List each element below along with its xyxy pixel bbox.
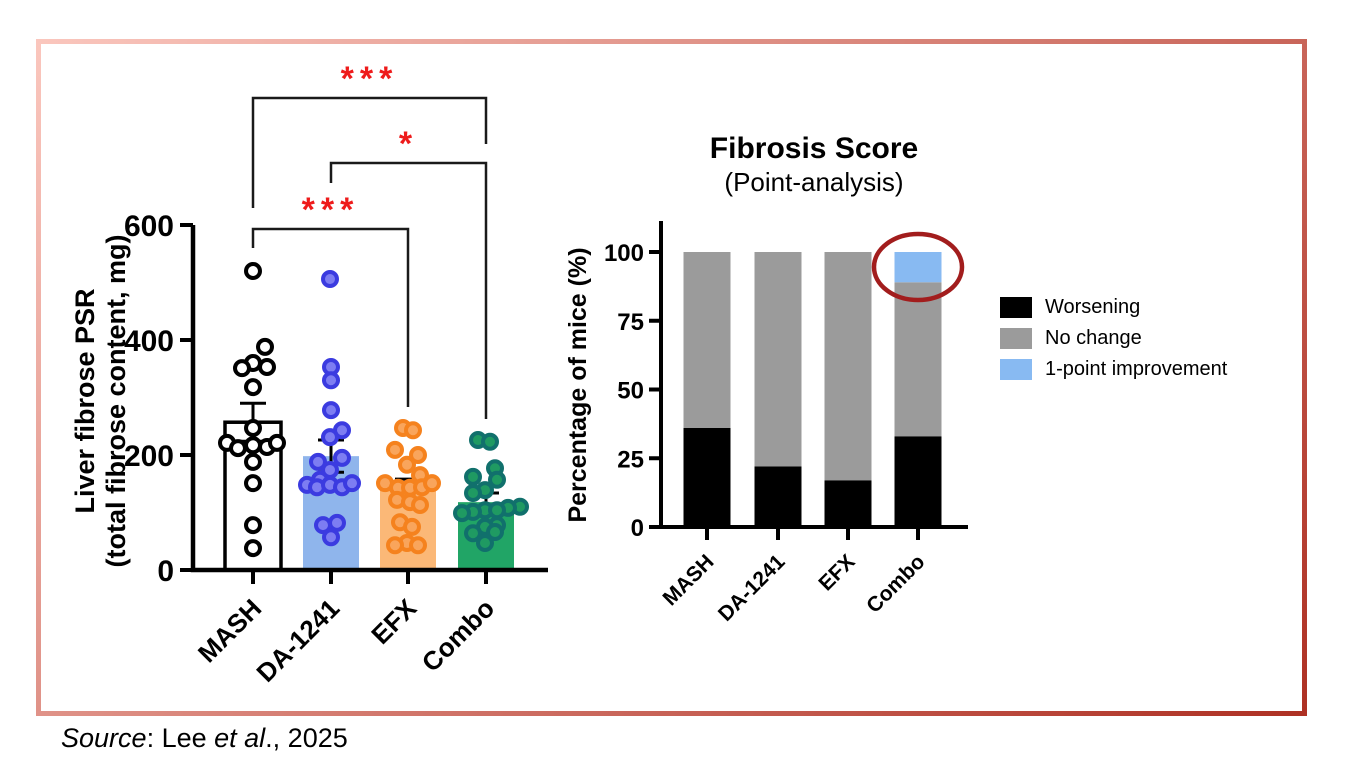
- y-tick-label: 400: [124, 325, 174, 358]
- legend-row-no-change: No change: [1000, 328, 1227, 349]
- combo-improvement-highlight-circle: [871, 231, 965, 303]
- significance-stars-3: ***: [302, 191, 360, 229]
- y-tick-label: 75: [617, 309, 644, 336]
- data-point-da-1241: [314, 516, 332, 535]
- data-point-efx: [409, 446, 427, 464]
- stack-efx-worsening: [824, 480, 872, 527]
- y-tick-label: 600: [124, 210, 174, 243]
- data-point-da-1241: [322, 401, 340, 420]
- data-point-mash: [244, 436, 262, 455]
- data-point-combo: [464, 483, 482, 502]
- legend-row-improvement: 1-point improvement: [1000, 359, 1227, 380]
- data-point-mash: [244, 516, 262, 535]
- significance-bracket-3: [251, 227, 410, 407]
- data-point-combo: [464, 467, 482, 486]
- source-etal: et al: [214, 723, 266, 753]
- data-point-combo: [488, 470, 506, 489]
- data-point-mash: [244, 539, 262, 558]
- data-point-efx: [409, 536, 427, 555]
- data-point-da-1241: [328, 513, 346, 532]
- legend-swatch-no-change: [1000, 328, 1032, 349]
- data-point-da-1241: [322, 528, 340, 547]
- data-point-combo: [488, 501, 506, 520]
- x-category-label: EFX: [365, 593, 422, 650]
- x-category-label: DA-1241: [714, 550, 790, 626]
- data-point-da-1241: [343, 474, 361, 493]
- significance-bracket-1: [251, 96, 488, 208]
- data-point-da-1241: [321, 270, 339, 289]
- y-tick-label: 25: [617, 446, 644, 473]
- x-category-label: EFX: [814, 550, 859, 595]
- significance-stars-1: ***: [341, 60, 399, 98]
- significance-bracket-2: [329, 161, 488, 419]
- source-middle: : Lee: [146, 723, 215, 753]
- data-point-da-1241: [309, 452, 327, 471]
- legend-label-worsening: Worsening: [1045, 296, 1141, 318]
- left-chart-y-axis-label: Liver fibrose PSR (total fibrose content…: [70, 231, 134, 571]
- x-category-label: MASH: [192, 593, 267, 668]
- right-chart-legend: Worsening No change 1-point improvement: [1000, 297, 1227, 390]
- source-tail: ., 2025: [265, 723, 348, 753]
- data-point-combo: [486, 523, 504, 542]
- significance-stars-2: *: [399, 125, 418, 163]
- stack-combo-worsening: [894, 436, 942, 527]
- stack-mash-worsening: [683, 428, 731, 527]
- data-point-da-1241: [333, 448, 351, 467]
- y-tick-label: 50: [617, 378, 644, 405]
- data-point-efx: [386, 536, 404, 555]
- stack-da-1241-worsening: [754, 466, 802, 527]
- right-chart-subtitle: (Point-analysis): [724, 167, 904, 197]
- x-category-label: Combo: [862, 550, 929, 617]
- data-point-mash: [244, 452, 262, 471]
- data-point-mash: [268, 433, 286, 452]
- y-tick-label: 100: [604, 240, 644, 267]
- data-point-efx: [411, 496, 429, 515]
- data-point-mash: [244, 262, 262, 280]
- data-point-mash: [244, 378, 262, 397]
- stack-combo-1-point-improvement: [894, 252, 942, 283]
- data-point-mash: [244, 418, 262, 437]
- x-category-label: MASH: [659, 550, 719, 610]
- data-point-mash: [258, 358, 276, 377]
- data-point-efx: [404, 421, 422, 440]
- stack-mash-no-change: [683, 252, 731, 428]
- y-tick-label: 200: [124, 440, 174, 473]
- legend-label-improvement: 1-point improvement: [1045, 358, 1228, 380]
- y-tick-label: 0: [631, 515, 644, 542]
- legend-swatch-worsening: [1000, 297, 1032, 318]
- data-point-mash: [256, 337, 274, 356]
- x-category-label: DA-1241: [250, 593, 345, 688]
- data-point-efx: [398, 455, 416, 474]
- stack-efx-no-change: [824, 252, 872, 481]
- source-note: Source: Lee et al., 2025: [61, 723, 348, 754]
- data-point-mash: [233, 359, 251, 378]
- data-point-combo: [453, 504, 471, 523]
- legend-label-no-change: No change: [1045, 327, 1142, 349]
- right-chart-title: Fibrosis Score: [709, 132, 919, 165]
- figure-border: [36, 39, 1307, 716]
- data-point-efx: [403, 517, 421, 536]
- source-word: Source: [61, 723, 147, 753]
- stack-combo-no-change: [894, 282, 942, 437]
- stack-da-1241-no-change: [754, 252, 802, 467]
- left-chart-y-axis-label-line1: Liver fibrose PSR: [70, 288, 100, 514]
- data-point-efx: [386, 440, 404, 459]
- data-point-mash: [244, 474, 262, 493]
- data-point-combo: [476, 533, 494, 552]
- data-point-mash: [229, 439, 247, 458]
- data-point-combo: [481, 432, 499, 451]
- legend-row-worsening: Worsening: [1000, 297, 1227, 318]
- data-point-combo: [464, 524, 482, 543]
- data-point-da-1241: [321, 428, 339, 447]
- y-tick-label: 0: [157, 555, 174, 588]
- left-chart-y-axis-label-line2: (total fibrose content, mg): [101, 234, 131, 568]
- data-point-da-1241: [322, 371, 340, 390]
- legend-swatch-improvement: [1000, 359, 1032, 380]
- data-point-efx: [423, 474, 441, 493]
- x-category-label: Combo: [416, 593, 501, 678]
